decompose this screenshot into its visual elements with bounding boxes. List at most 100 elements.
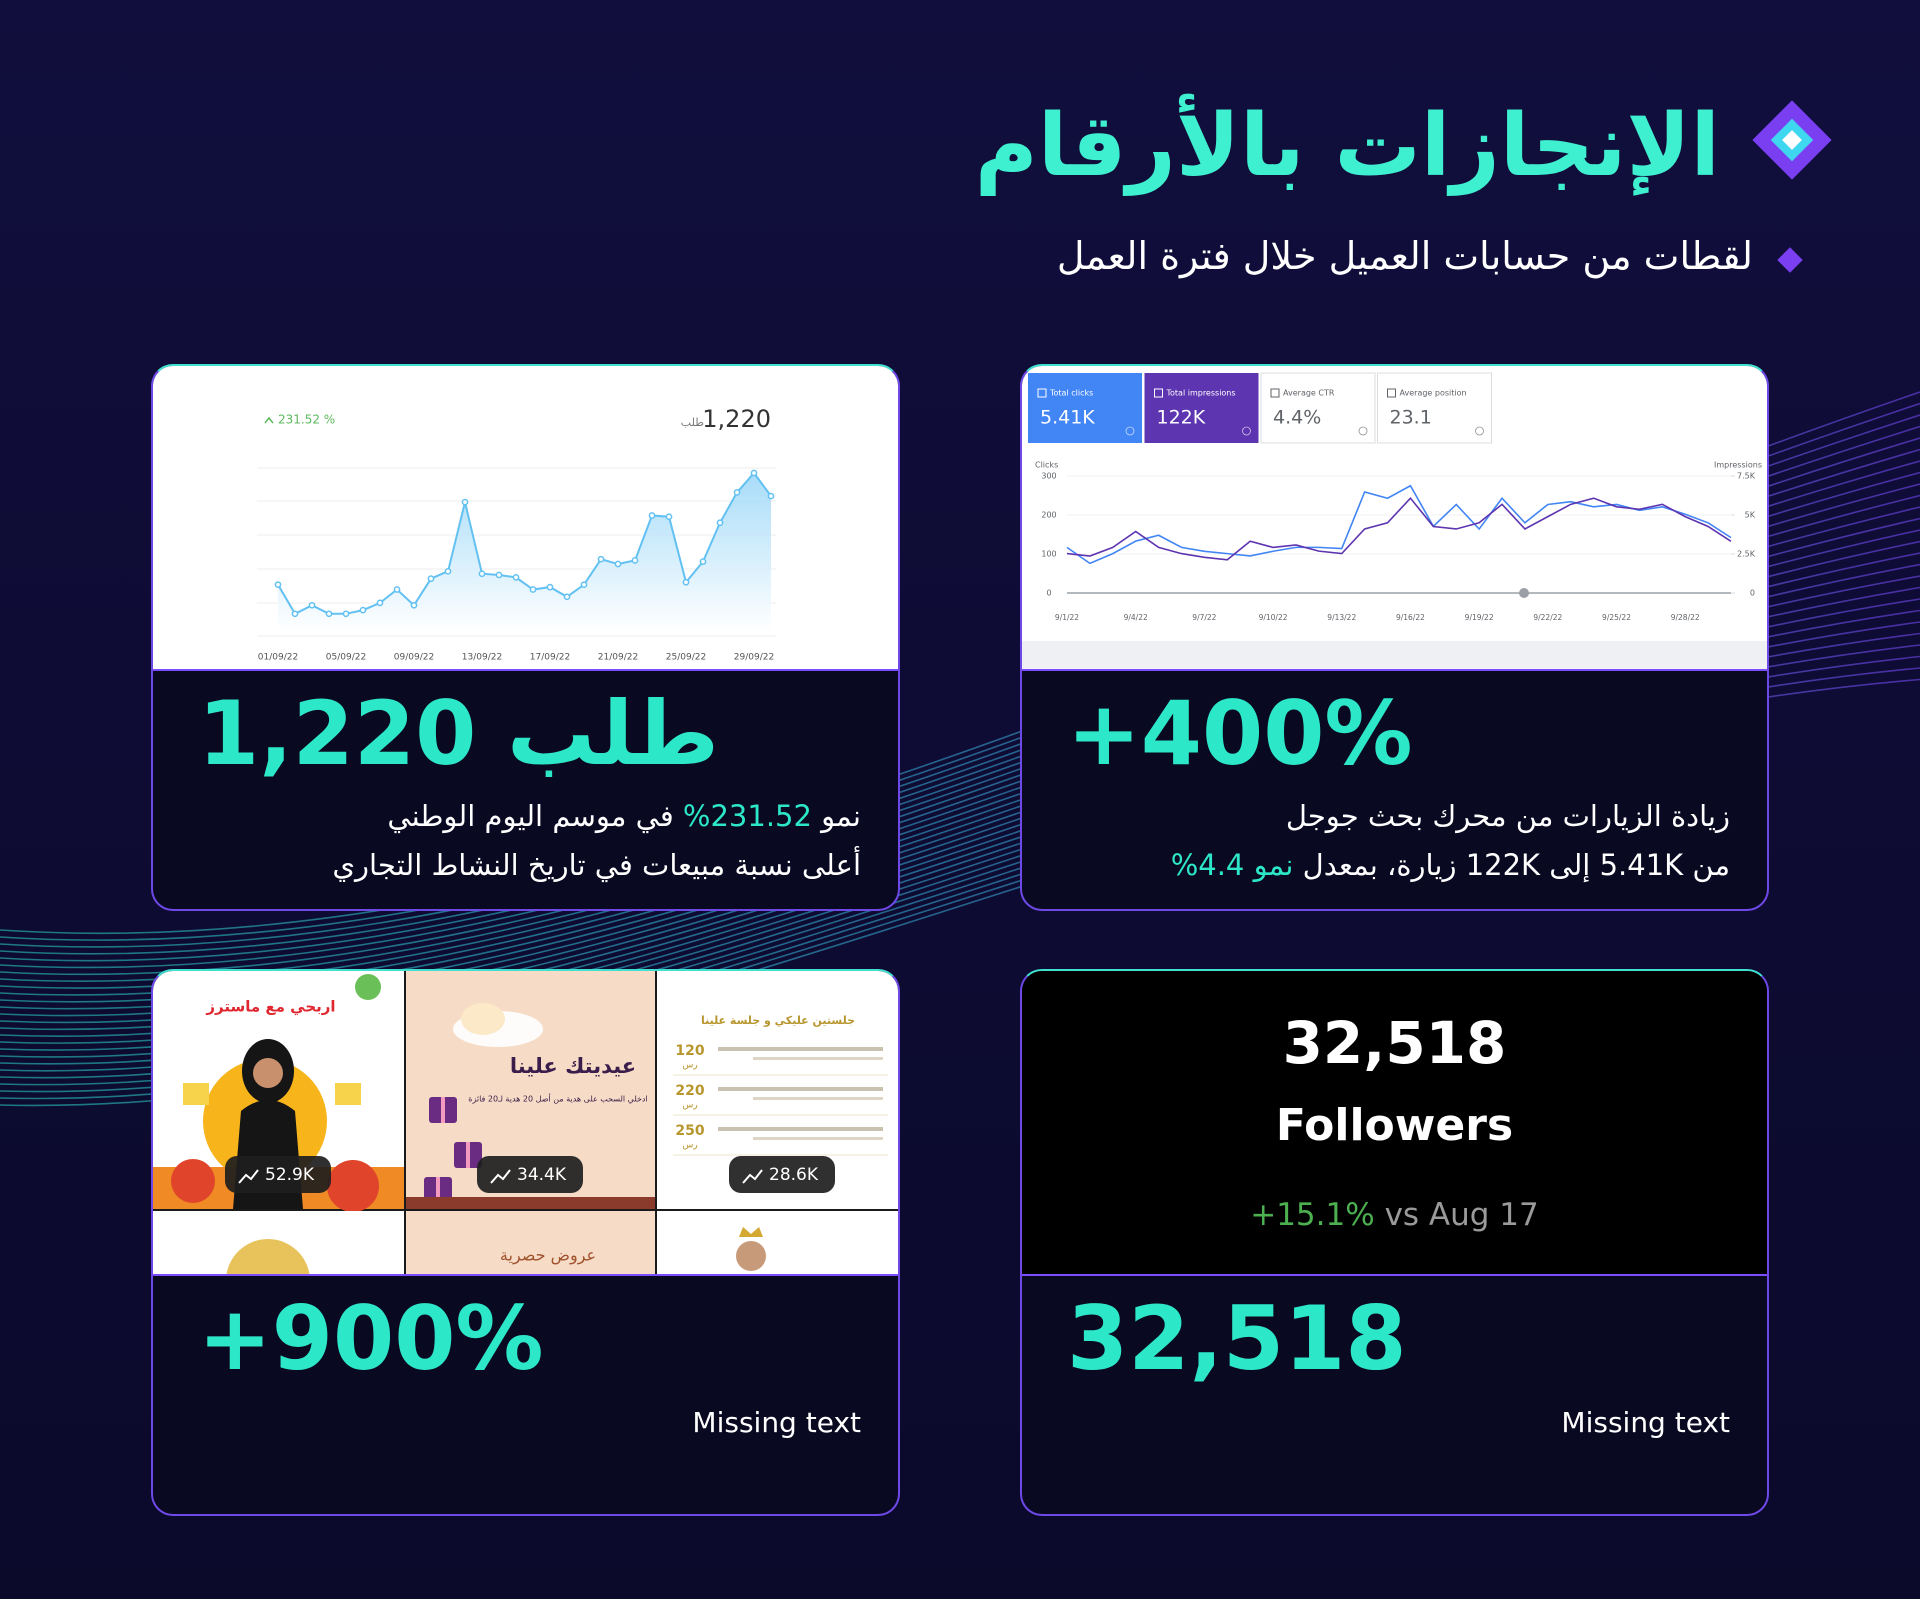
x-tick-label: 05/09/22 [326, 653, 366, 663]
point [342, 610, 350, 618]
bullet [1777, 247, 1803, 273]
highlight: نمو 4.4% [1170, 848, 1294, 882]
text-bar [753, 1097, 883, 1100]
point [410, 601, 418, 609]
sales-headline: 1,220 طلب [198, 682, 719, 785]
text: نمو [821, 799, 861, 833]
followers-change-row: +15.1% vs Aug 17 [1022, 1193, 1767, 1237]
metric-value: 5.41K [1040, 407, 1095, 429]
y-axis-label: Clicks [1035, 461, 1058, 470]
followers-headline: 32,518 [1067, 1287, 1407, 1390]
followers-count: 32,518 [1282, 1009, 1507, 1077]
x-tick-label: 9/13/22 [1327, 613, 1356, 622]
x-tick-label: 25/09/22 [666, 653, 706, 663]
help-icon [1242, 426, 1251, 436]
trend-icon [742, 1169, 763, 1184]
y-tick-label: 200 [1041, 511, 1056, 520]
stat-badge [729, 1156, 835, 1193]
price: 220 [675, 1083, 704, 1099]
posts-grid: اربحي مع ماسترز عيديتك علينا ادخلي السحب ع… [153, 971, 898, 1274]
checkbox [1037, 388, 1047, 398]
currency: رس [682, 1061, 697, 1071]
cloud [461, 1003, 505, 1035]
y2-tick-label: 7.5K [1737, 472, 1756, 481]
metric-label: Average CTR [1283, 389, 1335, 398]
icon-inner [1782, 130, 1802, 150]
point [512, 574, 520, 581]
point [376, 599, 384, 607]
metric-tile [1377, 372, 1492, 444]
metric-label: Average position [1400, 389, 1467, 398]
change-label: 231.52 % [278, 413, 335, 427]
x-tick-label: 9/25/22 [1602, 613, 1631, 622]
help-icon [1358, 426, 1368, 436]
unit-label: طلب [681, 416, 704, 429]
graduate-circle [226, 1239, 310, 1274]
page-subtitle: لقطات من حسابات العميل خلال فترة العمل [1056, 234, 1753, 278]
gift [183, 1083, 209, 1105]
point [614, 560, 622, 568]
checkbox [1387, 388, 1396, 398]
range-handle [1519, 588, 1529, 598]
shape [171, 1159, 215, 1203]
sales-screenshot: 231.52 % 1,220 طلب 01/09/22 05/09/22 09/09… [153, 366, 898, 671]
sales-chart: 231.52 % 1,220 طلب 01/09/22 05/09/22 09/09… [257, 405, 776, 663]
face [736, 1241, 766, 1271]
crown [739, 1227, 763, 1237]
point [716, 519, 724, 527]
point [393, 586, 401, 593]
metric-tile [1260, 372, 1376, 444]
point [427, 575, 435, 582]
search-chart: Total clicks 5.41K Total impressions 122K Av… [1022, 372, 1767, 669]
point [648, 512, 656, 519]
point [325, 610, 333, 618]
gift-ribbon [466, 1142, 470, 1168]
followers-card: 32,518 Followers +15.1% vs Aug 17 32,518… [1020, 969, 1769, 1516]
point [529, 586, 537, 593]
metric-label: Total clicks [1049, 389, 1093, 398]
x-tick-label: 21/09/22 [598, 653, 638, 663]
metric-tile [1144, 373, 1259, 443]
stat-value: 28.6K [769, 1165, 819, 1185]
post-title: عروض حصرية [500, 1246, 596, 1266]
y2-tick-label: 2.5K [1737, 550, 1756, 559]
search-line-2: من 5.41K إلى 122K زيارة، بمعدل نمو 4.4% [1171, 845, 1730, 885]
total-label: 1,220 [702, 405, 771, 433]
title-icon [1752, 100, 1832, 180]
pattern-strip [406, 1197, 655, 1209]
stat-badge [225, 1156, 331, 1193]
point [733, 489, 741, 496]
sales-line-1: نمو 231.52% في موسم اليوم الوطني [387, 796, 861, 836]
point [495, 571, 503, 579]
series-line [1066, 496, 1732, 561]
y2-tick-label: 5K [1745, 511, 1756, 520]
gift [335, 1083, 361, 1105]
search-line-1: زيادة الزيارات من محرك بحث جوجل [1285, 799, 1730, 833]
x-tick-label: 17/09/22 [530, 653, 570, 663]
stat-value: 52.9K [265, 1165, 315, 1185]
posts-headline: +900% [198, 1287, 544, 1390]
point [750, 469, 758, 477]
point [665, 513, 673, 521]
x-tick-label: 01/09/22 [258, 653, 298, 663]
x-tick-label: 13/09/22 [462, 653, 502, 663]
point [444, 567, 452, 575]
point [274, 581, 282, 589]
x-tick-label: 9/22/22 [1533, 613, 1562, 622]
x-tick-label: 9/19/22 [1465, 613, 1494, 622]
metric-value: 23.1 [1390, 407, 1432, 429]
post-title: عيديتك علينا [510, 1054, 636, 1078]
text: من 5.41K إلى 122K زيارة، بمعدل [1302, 848, 1730, 882]
stat-value: 34.4K [517, 1165, 567, 1185]
post-tile [406, 1211, 655, 1274]
trend-icon [238, 1169, 259, 1184]
help-icon [1125, 426, 1135, 436]
checkbox [1270, 388, 1280, 398]
shape [327, 1160, 379, 1212]
text-bar [718, 1127, 883, 1131]
series-line [1066, 484, 1732, 565]
point [631, 557, 639, 564]
point [461, 498, 469, 506]
person-face [253, 1058, 283, 1088]
